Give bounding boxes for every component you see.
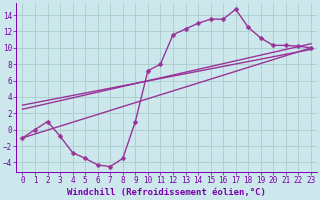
X-axis label: Windchill (Refroidissement éolien,°C): Windchill (Refroidissement éolien,°C) [67,188,266,197]
